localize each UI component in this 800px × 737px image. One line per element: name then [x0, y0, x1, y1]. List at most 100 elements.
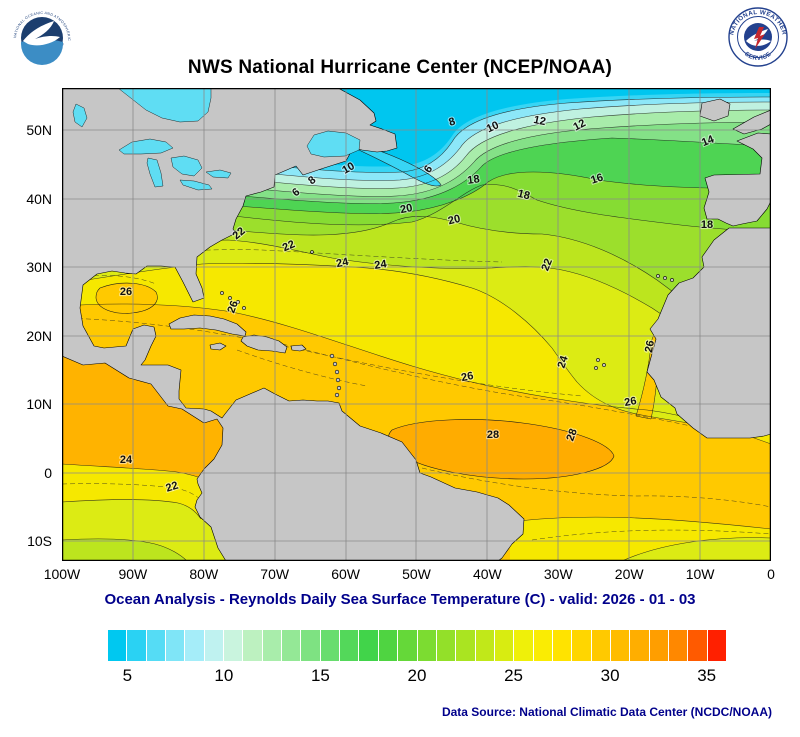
isotherm-line — [61, 262, 772, 435]
lat-axis-label: 0 — [44, 464, 52, 481]
colorbar-tick-label: 5 — [122, 666, 133, 685]
iberia-france-landmass — [703, 132, 772, 227]
lat-axis-label: 20N — [26, 327, 52, 344]
colorbar-cell — [224, 630, 243, 661]
contour-label: 12 — [532, 114, 546, 128]
lake-huron — [170, 155, 203, 177]
map-caption: Ocean Analysis - Reynolds Daily Sea Surf… — [104, 591, 696, 608]
colorbar-tick-label: 10 — [214, 666, 234, 685]
lake-superior — [118, 138, 174, 155]
contour-label: 26 — [225, 299, 240, 315]
puerto-rico-island — [290, 344, 307, 352]
lat-axis-label: 30N — [26, 259, 52, 276]
contour-label: 22 — [281, 238, 297, 254]
colorbar-cell — [649, 630, 668, 661]
colorbar-cell — [514, 630, 533, 661]
lat-axis-label: 10S — [27, 533, 52, 550]
noaa-gull-icon — [23, 21, 60, 46]
colorbar-tick-label: 30 — [600, 666, 620, 685]
colorbar-tick-label: 20 — [407, 666, 427, 685]
lake-michigan — [146, 157, 164, 188]
lon-axis-label: 10W — [685, 566, 715, 582]
contour-label: 26 — [643, 339, 657, 353]
isotherm-line — [61, 303, 772, 445]
hudson-bay — [117, 87, 212, 123]
colorbar-cell — [127, 630, 146, 661]
contour-label: 26 — [460, 370, 474, 384]
colorbar-cell — [301, 630, 320, 661]
cuba-island — [168, 314, 247, 337]
contour-label: 22 — [539, 257, 555, 273]
colorbar-cell — [320, 630, 340, 661]
lon-axis-label: 0 — [767, 566, 775, 582]
contour-label: 24 — [374, 258, 389, 272]
colorbar-cell — [475, 630, 494, 661]
contour-label: 26 — [120, 286, 132, 298]
contour-label: 16 — [589, 172, 604, 187]
colorbar-tick-label: 35 — [697, 666, 717, 685]
lon-axis-label: 100W — [43, 566, 81, 582]
lon-axis-label: 60W — [331, 566, 360, 582]
page-title: NWS National Hurricane Center (NCEP/NOAA… — [187, 57, 613, 78]
colorbar-cell — [688, 630, 707, 661]
nws-logo-icon: NATIONAL WEATHER SERVICE — [728, 7, 788, 67]
temperature-colorbar — [108, 630, 726, 661]
colorbar-tick-label: 25 — [504, 666, 524, 685]
colorbar-cell — [108, 630, 127, 661]
lake-winnipeg — [72, 103, 88, 128]
gulf-of-st-lawrence — [306, 130, 361, 158]
lon-axis-label: 30W — [543, 566, 573, 582]
colorbar-cell — [668, 630, 688, 661]
lat-axis-label: 50N — [26, 122, 52, 139]
contour-label: 18 — [516, 188, 531, 203]
colorbar-tick-label: 15 — [310, 666, 330, 685]
contour-label: 8 — [447, 115, 457, 128]
colorbar-cell — [456, 630, 475, 661]
svg-text:SERVICE: SERVICE — [743, 51, 773, 63]
colorbar-cell — [591, 630, 610, 661]
colorbar-cell — [146, 630, 166, 661]
colorbar-cell — [572, 630, 591, 661]
lon-axis-label: 40W — [472, 566, 502, 582]
colorbar-cell — [436, 630, 456, 661]
colorbar-cell — [262, 630, 282, 661]
inland-water — [72, 87, 361, 191]
contour-label: 20 — [447, 213, 462, 228]
lon-axis-label: 90W — [118, 566, 148, 582]
contour-label: 28 — [564, 427, 579, 443]
colorbar-cell — [398, 630, 417, 661]
noaa-emblem-sea — [21, 39, 63, 65]
contour-label: 28 — [487, 429, 499, 441]
contour-label: 24 — [335, 256, 350, 270]
americas-landmass — [61, 87, 525, 562]
colorbar-cell — [552, 630, 572, 661]
grid-lines — [62, 88, 771, 561]
lon-axis-label: 70W — [260, 566, 290, 582]
data-source-note: Data Source: National Climatic Data Cent… — [441, 705, 772, 719]
colorbar-cell — [359, 630, 378, 661]
colorbar-cell — [204, 630, 224, 661]
lat-axis-label: 40N — [26, 190, 52, 207]
map-frame — [61, 87, 772, 562]
lon-axis-label: 80W — [189, 566, 219, 582]
landmasses — [61, 87, 772, 562]
colorbar-cell — [533, 630, 552, 661]
contour-label: 22 — [164, 480, 179, 495]
noaa-logo-icon: NATIONAL OCEANIC AND ATMOSPHERIC ADMINIS… — [10, 5, 71, 66]
colorbar-cell — [243, 630, 262, 661]
lake-ontario — [205, 169, 232, 179]
contour-label: 18 — [467, 173, 481, 187]
nws-ring-text-bottom: SERVICE — [743, 51, 772, 63]
lat-axis-label: 10N — [26, 396, 52, 413]
colorbar-cell — [282, 630, 301, 661]
contour-label: 18 — [701, 219, 713, 231]
contour-label: 26 — [623, 395, 637, 409]
nws-lightning-icon — [754, 27, 765, 49]
colorbar-cell — [378, 630, 398, 661]
africa-landmass — [646, 227, 772, 439]
colorbar-cell — [166, 630, 185, 661]
colorbar-cell — [610, 630, 630, 661]
